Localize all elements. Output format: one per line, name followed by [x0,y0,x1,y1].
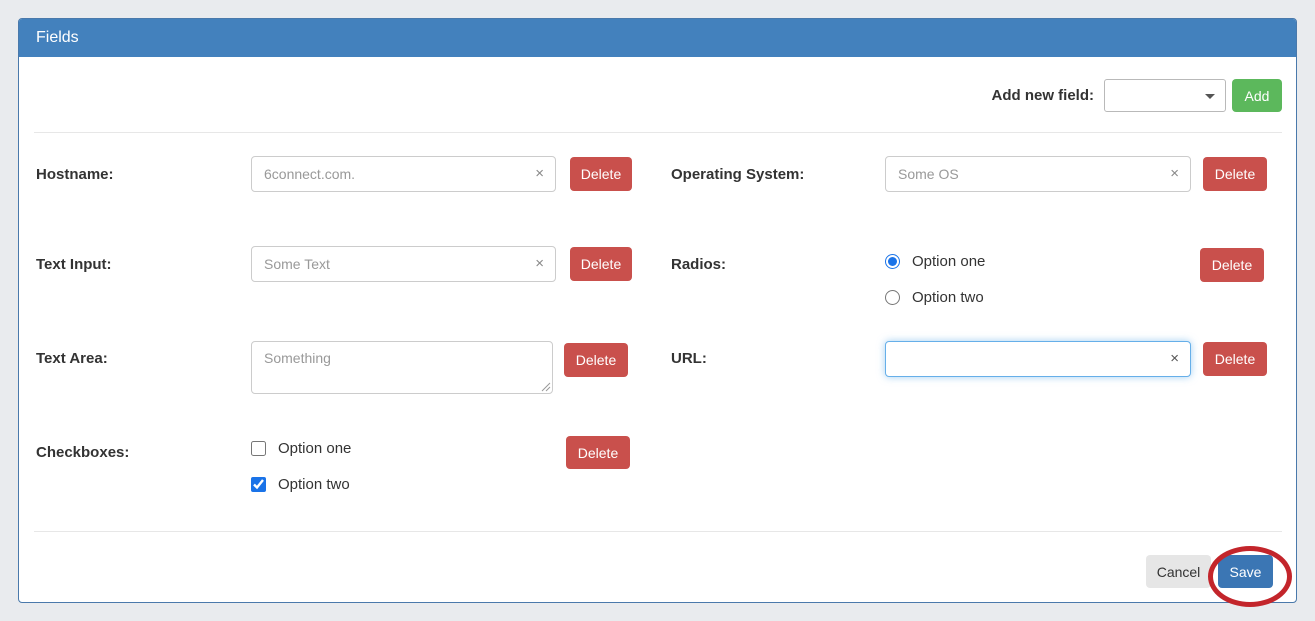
checkboxes-label: Checkboxes: [36,443,130,461]
checkbox-input-option-two[interactable] [251,476,266,492]
new-field-dropdown[interactable] [1104,79,1226,112]
radio-option-two[interactable]: Option two [885,288,984,306]
url-input-wrap: × [885,341,1191,377]
url-delete-button[interactable]: Delete [1203,342,1267,376]
add-new-field-label: Add new field: [991,87,1095,104]
operating-system-input[interactable] [885,156,1191,192]
radios-delete-button[interactable]: Delete [1200,248,1264,282]
radio-option-two-label: Option two [912,288,984,306]
checkboxes-delete-button[interactable]: Delete [566,436,630,469]
text-area-delete-button[interactable]: Delete [564,343,628,377]
hostname-delete-button[interactable]: Delete [570,157,632,191]
clear-icon[interactable]: × [1170,350,1179,368]
text-input-input[interactable] [251,246,556,282]
text-input-delete-button[interactable]: Delete [570,247,632,281]
hostname-label: Hostname: [36,165,114,183]
text-area-label: Text Area: [36,349,108,367]
hostname-input[interactable] [251,156,556,192]
divider [34,132,1282,133]
url-label: URL: [671,349,707,367]
text-area-input[interactable]: Something [251,341,553,394]
text-input-label: Text Input: [36,255,112,273]
checkbox-option-two-label: Option two [278,475,350,493]
checkbox-option-one-label: Option one [278,439,352,457]
text-input-wrap: × [251,246,556,282]
add-field-toolbar: Add new field: Add [991,79,1282,112]
operating-system-input-wrap: × [885,156,1191,192]
checkbox-option-one[interactable]: Option one [251,439,352,457]
radio-input-option-two[interactable] [885,289,900,305]
radio-input-option-one[interactable] [885,253,900,269]
hostname-input-wrap: × [251,156,556,192]
radio-option-one-label: Option one [912,252,986,270]
checkbox-input-option-one[interactable] [251,440,266,456]
url-input[interactable] [885,341,1191,377]
checkbox-option-two[interactable]: Option two [251,475,350,493]
fields-panel: Fields Add new field: Add Hostname: × De… [18,18,1297,607]
radio-option-one[interactable]: Option one [885,252,986,270]
clear-icon[interactable]: × [1170,165,1179,183]
save-button[interactable]: Save [1218,555,1273,588]
cancel-button[interactable]: Cancel [1146,555,1211,588]
divider [34,531,1282,532]
operating-system-label: Operating System: [671,165,805,183]
clear-icon[interactable]: × [535,255,544,273]
chevron-down-icon [1205,94,1215,99]
panel-title: Fields [36,29,79,46]
clear-icon[interactable]: × [535,165,544,183]
radios-label: Radios: [671,255,727,273]
add-button[interactable]: Add [1232,79,1282,112]
panel-header: Fields [19,19,1296,57]
operating-system-delete-button[interactable]: Delete [1203,157,1267,191]
